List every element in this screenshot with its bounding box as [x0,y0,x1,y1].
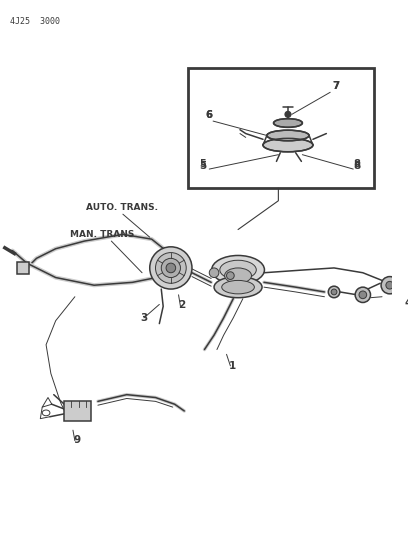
Text: 2: 2 [179,300,186,310]
Text: 6: 6 [205,110,212,120]
Circle shape [355,287,370,303]
Text: 8: 8 [353,161,361,171]
Ellipse shape [274,119,302,127]
Circle shape [155,253,186,284]
Circle shape [285,111,291,117]
Text: AUTO. TRANS.: AUTO. TRANS. [86,204,158,212]
Text: 7: 7 [332,82,339,91]
Circle shape [381,277,398,294]
Text: 7: 7 [332,82,339,91]
Text: 4: 4 [404,298,408,308]
Circle shape [386,281,394,289]
Circle shape [328,286,340,298]
Text: MAN. TRANS.: MAN. TRANS. [70,230,138,239]
Text: 3: 3 [140,313,147,323]
Circle shape [161,259,180,278]
Circle shape [209,268,219,278]
Text: 8: 8 [353,159,360,169]
Circle shape [166,263,176,273]
Text: 6: 6 [205,110,213,120]
Circle shape [359,291,367,298]
Circle shape [331,289,337,295]
Ellipse shape [267,130,309,141]
Ellipse shape [222,280,254,294]
Ellipse shape [214,277,262,298]
Text: 5: 5 [200,159,206,169]
FancyBboxPatch shape [64,401,91,421]
Bar [188,68,375,188]
Ellipse shape [220,260,256,279]
Ellipse shape [263,139,313,152]
Bar [17,262,29,274]
Text: 1: 1 [228,361,236,371]
Text: 9: 9 [74,434,81,445]
Ellipse shape [212,255,264,284]
Text: 5: 5 [200,161,207,171]
Circle shape [226,272,234,279]
Ellipse shape [225,268,251,284]
Text: 4J25  3000: 4J25 3000 [10,17,60,26]
Circle shape [150,247,192,289]
